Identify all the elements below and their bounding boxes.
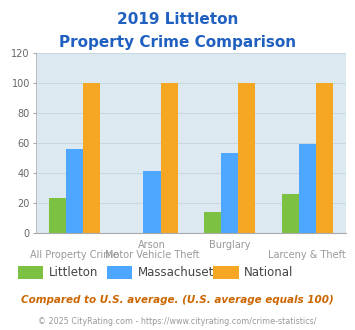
Bar bbox=[160, 83, 178, 233]
Bar bbox=[238, 83, 255, 233]
Text: Compared to U.S. average. (U.S. average equals 100): Compared to U.S. average. (U.S. average … bbox=[21, 295, 334, 305]
Bar bbox=[316, 83, 333, 233]
Text: All Property Crime: All Property Crime bbox=[30, 250, 119, 260]
Text: Larceny & Theft: Larceny & Theft bbox=[268, 250, 346, 260]
Text: Burglary: Burglary bbox=[209, 240, 250, 250]
Bar bbox=[204, 212, 221, 233]
Text: 2019 Littleton: 2019 Littleton bbox=[117, 12, 238, 26]
Text: Littleton: Littleton bbox=[49, 266, 98, 279]
Bar bbox=[282, 194, 299, 233]
Text: Massachusetts: Massachusetts bbox=[137, 266, 225, 279]
Bar bbox=[221, 153, 238, 233]
Text: Property Crime Comparison: Property Crime Comparison bbox=[59, 35, 296, 50]
Bar bbox=[66, 149, 83, 233]
Text: Motor Vehicle Theft: Motor Vehicle Theft bbox=[105, 250, 199, 260]
Bar bbox=[49, 198, 66, 233]
Text: National: National bbox=[244, 266, 293, 279]
Text: © 2025 CityRating.com - https://www.cityrating.com/crime-statistics/: © 2025 CityRating.com - https://www.city… bbox=[38, 317, 317, 326]
Text: Arson: Arson bbox=[138, 240, 166, 250]
Bar bbox=[143, 171, 160, 233]
Bar bbox=[299, 144, 316, 233]
Bar bbox=[83, 83, 100, 233]
